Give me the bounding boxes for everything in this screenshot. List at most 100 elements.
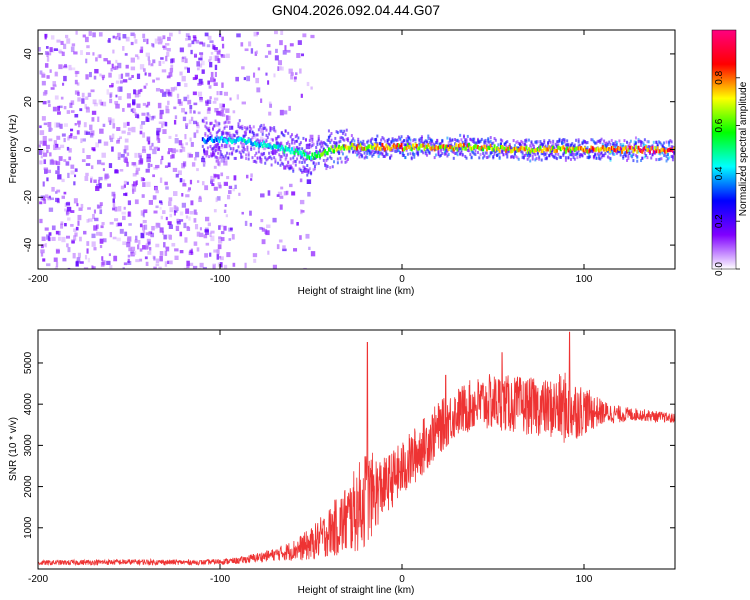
spectrogram-noise-cell	[90, 176, 94, 181]
spectrogram-ridge-halo	[555, 144, 558, 148]
spectrogram-ridge-core	[306, 154, 309, 159]
spectrogram-ridge-core	[673, 146, 675, 151]
spectrogram-noise-cell	[97, 116, 100, 122]
spectrogram-ridge-halo	[310, 158, 313, 162]
spectrogram-ridge-halo	[242, 146, 245, 150]
spectrogram-ridge-core	[203, 138, 206, 143]
spectrogram-y-label: Frequency (Hz)	[8, 115, 19, 184]
spectrogram-ridge-core	[507, 146, 510, 151]
spectrogram-ridge-halo	[626, 158, 629, 162]
spectrogram-ridge-halo	[382, 137, 385, 141]
spectrogram-ridge-halo	[308, 167, 311, 171]
spectrogram-noise-cell	[118, 86, 123, 92]
spectrogram-ridge-core	[204, 139, 207, 144]
spectrogram-noise-cell	[116, 140, 120, 144]
spectrogram-noise-cell	[73, 181, 76, 186]
spectrogram-noise-cell	[214, 174, 218, 178]
spectrogram-ridge-core	[436, 146, 439, 151]
spectrogram-noise-cell	[117, 62, 122, 69]
spectrogram-ridge-halo	[240, 155, 243, 159]
snr-frame	[37, 329, 676, 570]
spectrogram-ridge-core	[389, 147, 392, 152]
spectrogram-ridge-halo	[302, 165, 305, 169]
spectrogram-ridge-halo	[383, 154, 386, 158]
spectrogram-ridge-halo	[303, 160, 306, 164]
spectrogram-noise-cell	[192, 265, 198, 269]
spectrogram-ridge-halo	[220, 143, 223, 147]
spectrogram-ridge-halo	[666, 157, 669, 161]
spectrogram-ridge-halo	[322, 158, 325, 162]
spectrogram-ridge-halo	[666, 152, 669, 156]
spectrogram-ridge-halo	[629, 139, 632, 143]
spectrogram-ridge-core	[559, 147, 562, 152]
spectrogram-ridge-core	[248, 138, 251, 143]
spectrogram-ridge-halo	[364, 155, 367, 159]
spectrogram-noise-cell	[54, 72, 59, 77]
spectrogram-ridge-halo	[670, 140, 673, 144]
spectrogram-noise-cell	[126, 241, 131, 248]
spectrogram-noise-cell	[44, 169, 48, 174]
spectrogram-ridge-halo	[310, 171, 313, 175]
spectrogram-noise-cell	[109, 221, 114, 225]
spectrogram-ridge-halo	[373, 151, 376, 155]
spectrogram-ridge-halo	[275, 142, 278, 146]
spectrogram-ridge-core	[396, 142, 399, 147]
spectrogram-ridge-halo	[284, 129, 287, 133]
spectrogram-ridge-core	[549, 149, 552, 154]
spectrogram-ridge-halo	[660, 142, 663, 146]
spectrogram-noise-cell	[274, 30, 278, 35]
spectrogram-noise-cell	[167, 36, 171, 41]
spectrogram-ridge-halo	[450, 139, 453, 143]
spectrogram-noise-cell	[124, 156, 128, 160]
spectrogram-noise-cell	[127, 103, 131, 108]
spectrogram-noise-cell	[78, 207, 83, 211]
spectrogram-ridge-halo	[447, 144, 450, 148]
spectrogram-ridge-halo	[606, 155, 609, 159]
colorbar-tick-label: 0.0	[714, 262, 725, 276]
spectrogram-ridge-halo	[333, 160, 336, 164]
spectrogram-ridge-halo	[474, 152, 477, 156]
spectrogram-ridge-core	[437, 145, 440, 150]
spectrogram-ridge-halo	[317, 137, 320, 141]
spectrogram-ridge-halo	[227, 120, 230, 124]
spectrogram-noise-cell	[62, 82, 65, 86]
spectrogram-noise-cell	[94, 217, 99, 222]
spectrogram-ridge-core	[317, 150, 320, 155]
spectrogram-noise-cell	[109, 93, 112, 98]
spectrogram-ridge-halo	[457, 139, 460, 143]
spectrogram-ridge-halo	[288, 167, 291, 171]
spectrogram-ridge-halo	[494, 138, 497, 142]
spectrogram-noise-cell	[91, 110, 97, 115]
spectrogram-ridge-halo	[595, 141, 598, 145]
spectrogram-ridge-halo	[641, 140, 644, 144]
spectrogram-ridge-halo	[567, 156, 570, 160]
spectrogram-noise-cell	[296, 52, 301, 58]
spectrogram-ridge-halo	[572, 155, 575, 159]
spectrogram-ridge-halo	[485, 151, 488, 155]
spectrogram-ridge-core	[429, 146, 432, 151]
spectrogram-ridge-halo	[366, 155, 369, 159]
spectrogram-noise-cell	[42, 258, 46, 262]
spectrogram-noise-cell	[288, 105, 291, 111]
spectrogram-ridge-halo	[533, 144, 536, 148]
spectrogram-ridge-halo	[505, 141, 508, 145]
spectrogram-noise-cell	[142, 230, 146, 234]
spectrogram-ridge-halo	[269, 129, 272, 133]
spectrogram-noise-cell	[157, 138, 161, 144]
spectrogram-ridge-halo	[493, 152, 496, 156]
spectrogram-ridge-halo	[460, 148, 463, 152]
spectrogram-noise-cell	[301, 170, 304, 174]
spectrogram-noise-cell	[235, 76, 239, 82]
spectrogram-ridge-halo	[609, 142, 612, 146]
spectrogram-ridge-halo	[243, 148, 246, 152]
spectrogram-ridge-halo	[262, 126, 265, 130]
spectrogram-ridge-core	[358, 145, 361, 150]
spectrogram-noise-cell	[199, 41, 203, 45]
spectrogram-noise-cell	[290, 72, 294, 76]
spectrogram-ridge-core	[313, 151, 316, 156]
spectrogram-noise-cell	[148, 199, 154, 205]
spectrogram-noise-cell	[229, 97, 232, 101]
spectrogram-noise-cell	[213, 55, 218, 61]
spectrogram-noise-cell	[143, 68, 146, 72]
spectrogram-ridge-core	[628, 145, 631, 150]
